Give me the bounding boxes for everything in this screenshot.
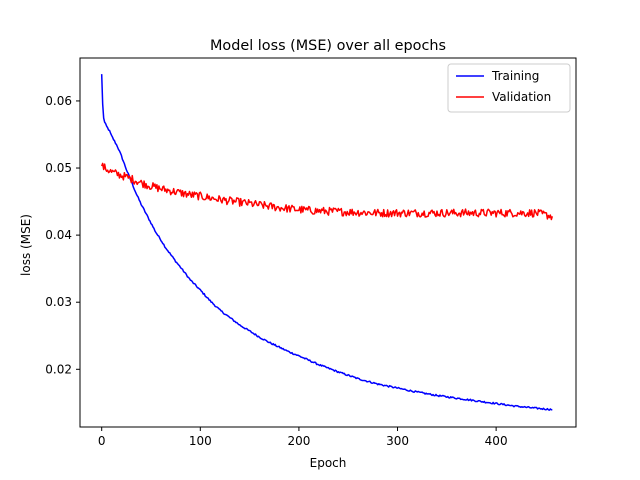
y-tick-label: 0.06 — [45, 94, 72, 108]
x-tick-label: 0 — [98, 434, 106, 448]
y-tick-label: 0.04 — [45, 228, 72, 242]
y-tick-label: 0.05 — [45, 161, 72, 175]
y-tick-label: 0.02 — [45, 362, 72, 376]
axes-frame — [79, 57, 577, 428]
x-axis-label: Epoch — [310, 456, 347, 470]
x-tick-label: 200 — [287, 434, 310, 448]
y-tick-label: 0.03 — [45, 295, 72, 309]
y-axis: 0.02 0.03 0.04 0.05 0.06 — [45, 94, 80, 376]
legend-label-validation: Validation — [492, 90, 551, 104]
legend-label-training: Training — [491, 69, 539, 83]
x-axis: 0 100 200 300 400 — [98, 427, 508, 448]
plot-area — [79, 57, 577, 428]
x-tick-label: 100 — [189, 434, 212, 448]
chart-title: Model loss (MSE) over all epochs — [210, 38, 446, 54]
series-line-validation — [100, 162, 554, 221]
x-tick-label: 300 — [386, 434, 409, 448]
y-axis-label: loss (MSE) — [19, 214, 33, 276]
series-line-training — [100, 74, 553, 411]
legend: Training Validation — [447, 63, 571, 113]
x-tick-label: 400 — [485, 434, 508, 448]
